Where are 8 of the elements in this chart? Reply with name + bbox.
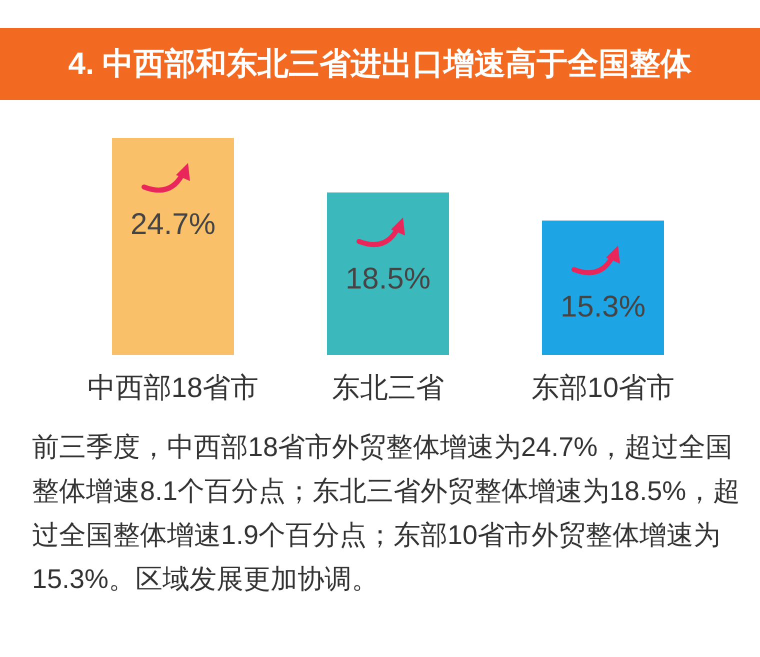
category-label: 东部10省市 [531,372,675,403]
data-label: 24.7% [130,208,216,241]
data-label: 18.5% [345,262,431,296]
title: 4. 中西部和东北三省进出口增速高于全国整体 [0,28,760,100]
data-label: 15.3% [560,290,646,324]
text: 前三季度，中西部18省市外贸整体增速为24.7%，超过全国整体增速8.1个百分点；东北三省外贸整体增速为18.5%，超过全国整体增速1.9个百分点；东部10省市外贸整体增速为15.3%。区域发展更加协调。 [32,431,742,596]
category-label: 东北三省 [332,372,444,403]
category-label: 中西部18省市 [87,372,259,403]
